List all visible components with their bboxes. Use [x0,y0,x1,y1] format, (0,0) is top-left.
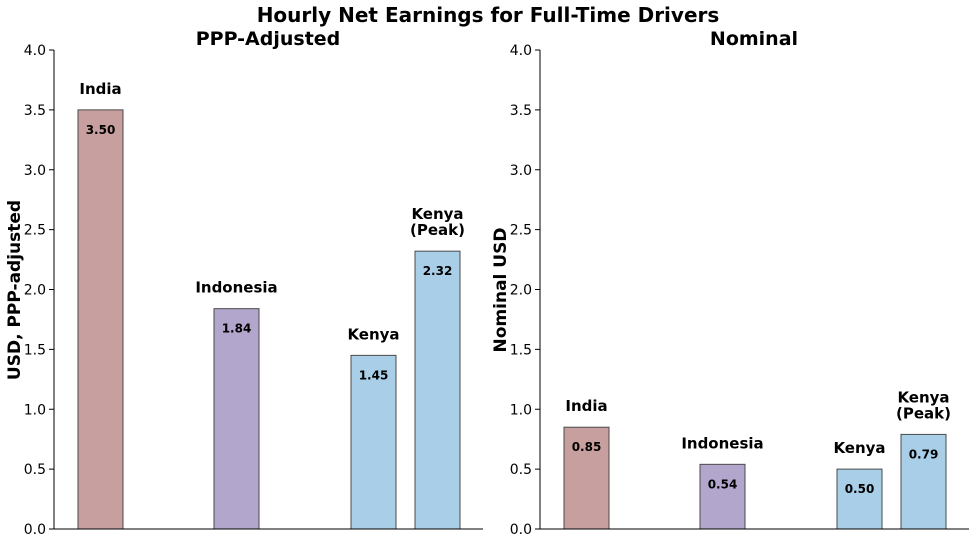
y-tick-label: 3.5 [510,103,532,119]
y-tick-label: 4.0 [510,43,532,59]
y-tick-label: 0.5 [24,462,46,478]
bar-value-label: 3.50 [86,123,116,137]
figure-title: Hourly Net Earnings for Full-Time Driver… [257,3,720,27]
bar-kenya [836,468,883,530]
bar-value-label: 0.79 [909,447,939,461]
category-label: Kenya [833,439,885,457]
panel-ppp-adjusted: PPP-Adjusted USD, PPP-adjusted 3.50 India 1.… [5,28,483,538]
bar-indonesia [213,308,260,530]
panel-title: PPP-Adjusted [196,28,341,50]
category-label: India [565,397,607,415]
bar-kenya-peak [900,433,947,530]
panel-nominal: Nominal Nominal USD 0.85 India 0.54 Indonesia… [491,28,969,538]
y-tick-label: 3.5 [24,103,46,119]
bar-kenya-peak [414,250,461,530]
y-tick-label: 2.0 [510,283,532,299]
y-axis-label: USD, PPP-adjusted [5,200,25,380]
category-label: Kenya (Peak) [410,205,465,239]
y-tick-label: 2.0 [24,283,46,299]
y-tick-label: 0.0 [510,522,532,538]
panel-title: Nominal [710,28,798,50]
category-label: Indonesia [681,434,763,452]
bar-indonesia [699,463,746,530]
y-tick-label: 2.5 [510,223,532,239]
bar-value-label: 1.84 [222,322,252,336]
y-tick-label: 1.5 [24,342,46,358]
bar-value-label: 0.54 [708,477,738,491]
y-tick-label: 1.0 [510,402,532,418]
y-tick-label: 1.5 [510,342,532,358]
category-label: Kenya (Peak) [896,388,951,422]
bar-value-label: 1.45 [359,368,389,382]
bar-value-label: 0.50 [845,482,875,496]
y-tick-label: 3.0 [24,163,46,179]
bar-india [563,426,610,530]
category-label: Kenya [347,325,399,343]
bar-kenya [350,354,397,530]
y-tick-label: 0.0 [24,522,46,538]
y-tick-label: 1.0 [24,402,46,418]
y-tick-label: 3.0 [510,163,532,179]
category-label: Indonesia [195,279,277,297]
y-axis-label: Nominal USD [491,228,511,353]
bar-value-label: 2.32 [423,264,453,278]
y-tick-label: 2.5 [24,223,46,239]
y-tick-label: 4.0 [24,43,46,59]
y-tick-label: 0.5 [510,462,532,478]
bar-value-label: 0.85 [572,440,602,454]
category-label: India [79,80,121,98]
bar-india [77,109,124,530]
